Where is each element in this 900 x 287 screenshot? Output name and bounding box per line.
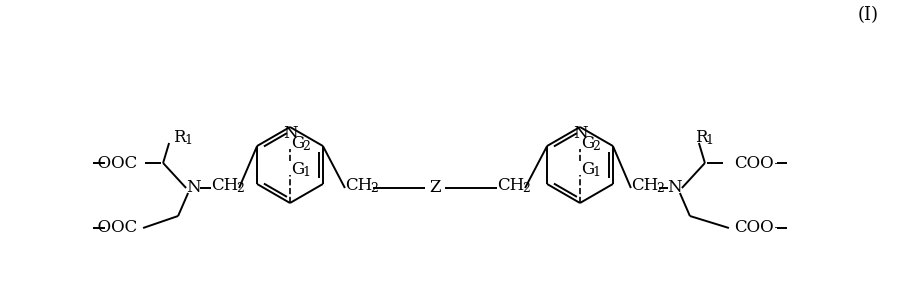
Text: N: N [572, 125, 588, 141]
Text: 1: 1 [706, 135, 714, 148]
Text: COO-: COO- [734, 220, 779, 236]
Text: 2: 2 [302, 139, 310, 152]
Text: CH: CH [346, 177, 373, 195]
Text: R: R [695, 129, 707, 146]
Text: 2: 2 [522, 183, 530, 195]
Text: 1: 1 [592, 166, 600, 179]
Text: G: G [581, 135, 594, 152]
Text: G: G [581, 160, 594, 177]
Text: N: N [185, 179, 201, 197]
Text: 2: 2 [236, 183, 244, 195]
Text: -OOC: -OOC [93, 154, 138, 172]
Text: CH: CH [498, 177, 525, 195]
Text: 2: 2 [656, 183, 664, 195]
Text: R: R [173, 129, 185, 146]
Text: 2: 2 [592, 139, 600, 152]
Text: N: N [283, 125, 297, 141]
Text: (I): (I) [858, 6, 878, 24]
Text: -OOC: -OOC [93, 220, 138, 236]
Text: CH: CH [212, 177, 239, 195]
Text: COO-: COO- [734, 154, 779, 172]
Text: CH: CH [631, 177, 659, 195]
Text: G: G [291, 135, 304, 152]
Text: N: N [668, 179, 682, 197]
Text: 1: 1 [302, 166, 310, 179]
Text: 1: 1 [184, 135, 192, 148]
Text: G: G [291, 160, 304, 177]
Text: Z: Z [429, 179, 441, 197]
Text: 2: 2 [370, 183, 378, 195]
